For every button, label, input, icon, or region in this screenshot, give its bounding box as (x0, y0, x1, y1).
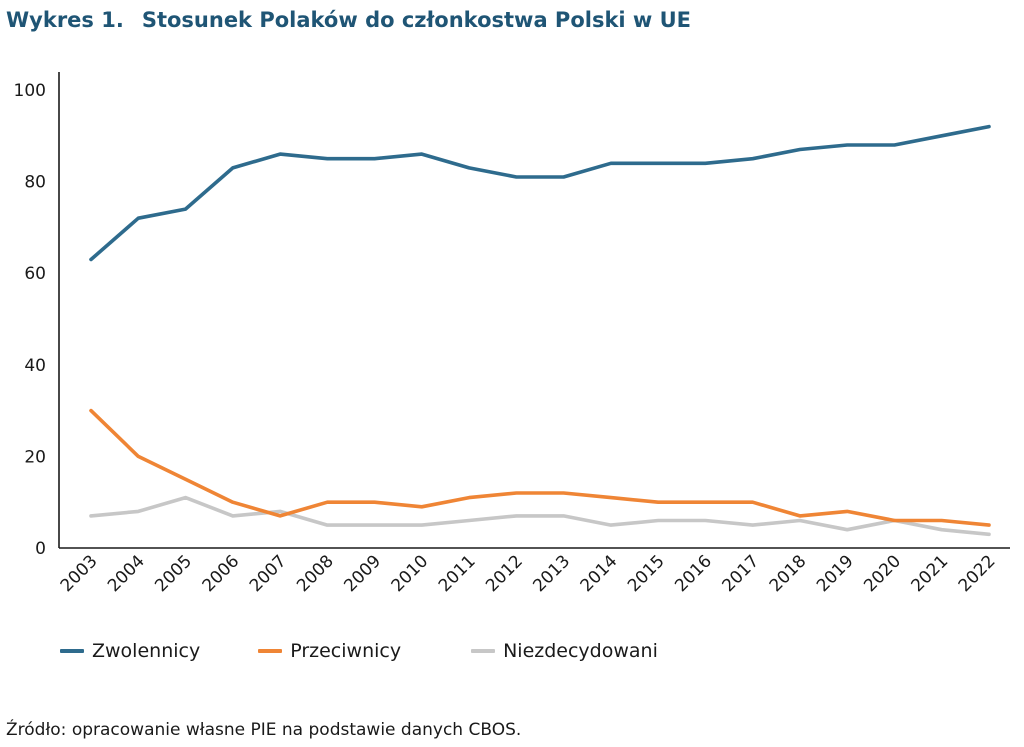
y-axis-ticks: 0 20 40 60 80 100 (14, 81, 46, 559)
x-tick-label: 2017 (718, 551, 763, 596)
x-tick-label: 2021 (908, 551, 953, 596)
x-tick-label: 2014 (577, 551, 622, 596)
x-tick-label: 2016 (671, 551, 716, 596)
x-tick-label: 2003 (57, 551, 102, 596)
series-lines (89, 124, 991, 537)
legend-swatch (258, 649, 283, 653)
figure-title: Wykres 1. Stosunek Polaków do członkostwa… (6, 8, 691, 32)
x-tick-label: 2004 (104, 551, 149, 596)
y-tick-label: 80 (24, 173, 46, 193)
x-axis-ticks: 2003 2004 2005 2006 2007 2008 2009 2010 2011 2012… (57, 551, 1000, 596)
legend-item-niezdecydowani: Niezdecydowani (471, 640, 658, 662)
x-tick-label: 2007 (246, 551, 291, 596)
x-tick-label: 2009 (340, 551, 385, 596)
y-tick-label: 100 (14, 81, 46, 101)
figure-title-text: Stosunek Polaków do członkostwa Polski w… (141, 8, 692, 32)
legend-swatch (471, 649, 496, 653)
chart-legend: Zwolennicy Przeciwnicy Niezdecydowani (60, 638, 712, 664)
y-tick-label: 40 (24, 356, 46, 376)
x-tick-label: 2008 (293, 551, 338, 596)
y-tick-label: 0 (35, 539, 46, 559)
y-tick-label: 60 (24, 264, 46, 284)
x-tick-label: 2005 (151, 551, 196, 596)
legend-item-przeciwnicy: Przeciwnicy (258, 640, 401, 662)
legend-label: Niezdecydowani (503, 640, 658, 662)
legend-label: Przeciwnicy (290, 640, 402, 662)
legend-item-zwolennicy: Zwolennicy (60, 640, 200, 662)
line-chart: 0 20 40 60 80 100 2003 2004 2005 2006 2007 2008 200… (14, 72, 1010, 596)
x-tick-label: 2010 (388, 551, 433, 596)
series-line-przeciwnicy (89, 408, 991, 527)
x-tick-label: 2011 (435, 551, 480, 596)
series-line-niezdecydowani (89, 495, 991, 537)
x-tick-label: 2015 (624, 551, 669, 596)
legend-label: Zwolennicy (92, 640, 201, 662)
x-tick-label: 2012 (482, 551, 527, 596)
legend-swatch (60, 649, 84, 653)
x-tick-label: 2019 (813, 551, 858, 596)
chart-axes (58, 72, 1010, 549)
series-line-zwolennicy (89, 124, 991, 262)
figure-number: Wykres 1. (6, 8, 124, 32)
source-note: Źródło: opracowanie własne PIE na podsta… (6, 720, 522, 740)
x-tick-label: 2020 (860, 551, 905, 596)
x-tick-label: 2022 (955, 551, 1000, 596)
y-tick-label: 20 (24, 447, 46, 467)
x-tick-label: 2013 (529, 551, 574, 596)
x-tick-label: 2018 (766, 551, 811, 596)
x-tick-label: 2006 (199, 551, 244, 596)
